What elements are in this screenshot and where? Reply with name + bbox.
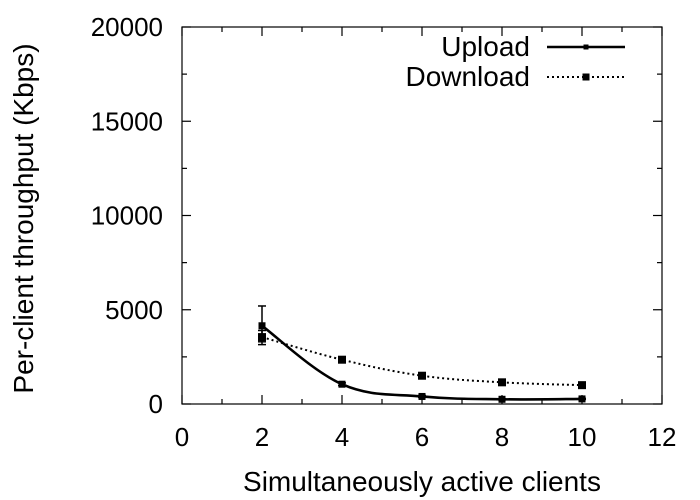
- series: [258, 305, 586, 403]
- y-axis-title: Per-client throughput (Kbps): [8, 43, 39, 393]
- legend-marker: [582, 73, 590, 81]
- x-tick-label: 6: [415, 422, 429, 452]
- data-point: [338, 355, 346, 364]
- series-line-upload: [261, 324, 583, 401]
- x-axis-title: Simultaneously active clients: [243, 466, 601, 497]
- y-tick-label: 10000: [91, 201, 163, 231]
- data-point: [498, 395, 506, 403]
- x-tick-label: 0: [175, 422, 189, 452]
- series-download: [258, 329, 586, 390]
- y-tick-label: 5000: [105, 295, 163, 325]
- ticks: 0 2 4 6 8 10 12 0 5000 10000 15000 20000: [91, 12, 677, 452]
- x-tick-label: 2: [255, 422, 269, 452]
- data-point: [338, 380, 346, 388]
- series-upload: [258, 305, 586, 403]
- legend-marker: [583, 44, 589, 50]
- y-tick-label: 15000: [91, 106, 163, 136]
- data-point: [418, 392, 426, 400]
- data-point: [258, 322, 266, 330]
- series-line-download: [261, 336, 583, 387]
- legend-label-upload: Upload: [441, 31, 530, 62]
- x-tick-label: 4: [335, 422, 349, 452]
- y-tick-label: 0: [149, 389, 163, 419]
- x-tick-label: 10: [568, 422, 597, 452]
- data-point: [578, 381, 586, 390]
- x-tick-label: 8: [495, 422, 509, 452]
- x-tick-label: 12: [648, 422, 677, 452]
- data-point: [418, 371, 426, 380]
- data-point: [498, 378, 506, 387]
- data-point: [258, 333, 266, 342]
- data-point: [578, 395, 586, 403]
- legend-label-download: Download: [405, 61, 530, 92]
- y-tick-label: 20000: [91, 12, 163, 42]
